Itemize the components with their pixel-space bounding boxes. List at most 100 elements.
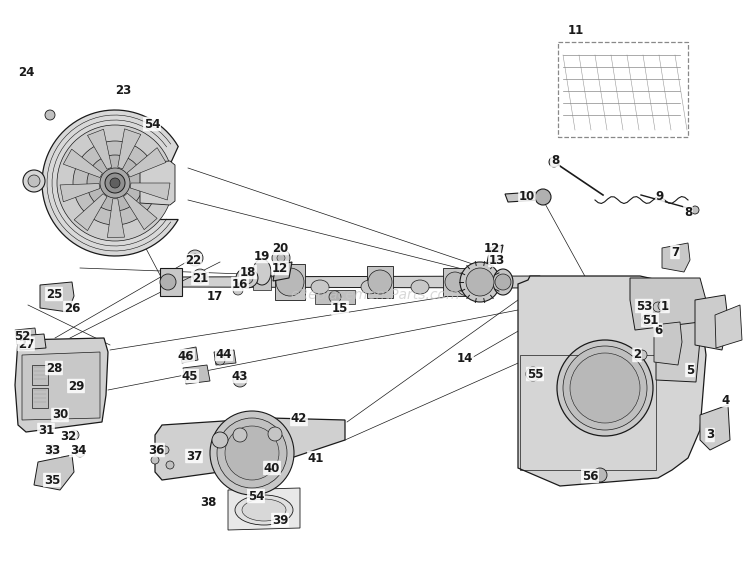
Polygon shape [107, 199, 124, 237]
Text: 3: 3 [706, 428, 714, 441]
Circle shape [570, 353, 640, 423]
Text: 43: 43 [232, 370, 248, 382]
Ellipse shape [411, 280, 429, 294]
Circle shape [110, 178, 120, 188]
Polygon shape [180, 347, 198, 363]
Circle shape [210, 411, 294, 495]
Text: 35: 35 [44, 474, 60, 487]
Polygon shape [118, 129, 141, 169]
Text: 41: 41 [308, 452, 324, 465]
Polygon shape [505, 192, 540, 202]
Circle shape [691, 206, 699, 214]
Text: 56: 56 [582, 470, 598, 482]
Circle shape [193, 269, 207, 283]
Polygon shape [695, 295, 728, 350]
Text: 20: 20 [272, 241, 288, 254]
Text: 28: 28 [46, 361, 62, 374]
Polygon shape [22, 352, 100, 420]
Text: 26: 26 [64, 302, 80, 315]
Text: 25: 25 [46, 287, 62, 300]
Circle shape [75, 447, 85, 457]
Circle shape [466, 268, 494, 296]
Text: 2: 2 [633, 349, 641, 361]
Circle shape [166, 461, 174, 469]
Text: 44: 44 [216, 348, 232, 361]
Text: eReplacementParts.com: eReplacementParts.com [290, 288, 460, 302]
Circle shape [241, 272, 253, 284]
Circle shape [233, 285, 243, 295]
Circle shape [495, 274, 511, 290]
Text: 29: 29 [68, 379, 84, 392]
Text: 22: 22 [184, 254, 201, 268]
Ellipse shape [493, 269, 513, 295]
Text: 6: 6 [654, 324, 662, 336]
Text: 21: 21 [192, 272, 208, 285]
Circle shape [277, 254, 285, 262]
Text: 12: 12 [484, 241, 500, 254]
Text: 14: 14 [457, 352, 473, 365]
Text: 54: 54 [144, 118, 160, 131]
Circle shape [329, 291, 341, 303]
Polygon shape [130, 183, 170, 200]
Text: 31: 31 [38, 424, 54, 436]
Polygon shape [63, 149, 103, 178]
Circle shape [55, 410, 65, 420]
Text: 40: 40 [264, 461, 280, 474]
Circle shape [217, 418, 287, 488]
Polygon shape [140, 161, 175, 205]
Text: 30: 30 [52, 408, 68, 421]
Bar [558, 42, 688, 137]
Polygon shape [18, 334, 46, 350]
Text: 42: 42 [291, 412, 308, 425]
Text: 33: 33 [44, 444, 60, 457]
Circle shape [642, 314, 654, 326]
Text: 39: 39 [272, 513, 288, 527]
Text: 19: 19 [254, 249, 270, 262]
Text: 36: 36 [148, 444, 164, 457]
Text: 53: 53 [636, 299, 652, 312]
Circle shape [182, 352, 190, 360]
Circle shape [191, 254, 199, 262]
Polygon shape [15, 338, 108, 432]
Circle shape [233, 373, 247, 387]
Text: 13: 13 [489, 253, 506, 266]
Circle shape [161, 446, 169, 454]
Polygon shape [443, 268, 467, 296]
Circle shape [653, 302, 663, 312]
Circle shape [100, 168, 130, 198]
Polygon shape [273, 262, 292, 281]
Text: 24: 24 [18, 65, 34, 78]
Circle shape [445, 272, 465, 292]
Polygon shape [160, 268, 182, 296]
Text: 46: 46 [178, 349, 194, 362]
Circle shape [526, 367, 540, 381]
Polygon shape [32, 365, 48, 385]
Polygon shape [253, 272, 271, 290]
Text: 32: 32 [60, 429, 76, 442]
Polygon shape [630, 278, 706, 330]
Circle shape [160, 274, 176, 290]
Text: 1: 1 [661, 299, 669, 312]
Polygon shape [32, 388, 48, 408]
Text: 52: 52 [13, 331, 30, 344]
Text: 9: 9 [656, 190, 664, 203]
Polygon shape [124, 193, 158, 229]
Polygon shape [214, 350, 236, 365]
Circle shape [563, 346, 647, 430]
Text: 34: 34 [70, 444, 86, 457]
Text: 18: 18 [240, 265, 256, 278]
Text: 8: 8 [684, 207, 692, 219]
Text: 37: 37 [186, 449, 202, 462]
Polygon shape [34, 455, 74, 490]
Ellipse shape [236, 268, 258, 288]
Polygon shape [715, 305, 742, 348]
Ellipse shape [457, 278, 479, 296]
Polygon shape [15, 328, 37, 344]
Circle shape [535, 189, 551, 205]
Circle shape [637, 350, 647, 360]
Text: 38: 38 [200, 495, 216, 508]
Polygon shape [88, 129, 112, 169]
Polygon shape [656, 296, 700, 382]
Ellipse shape [361, 280, 379, 294]
Circle shape [212, 432, 228, 448]
